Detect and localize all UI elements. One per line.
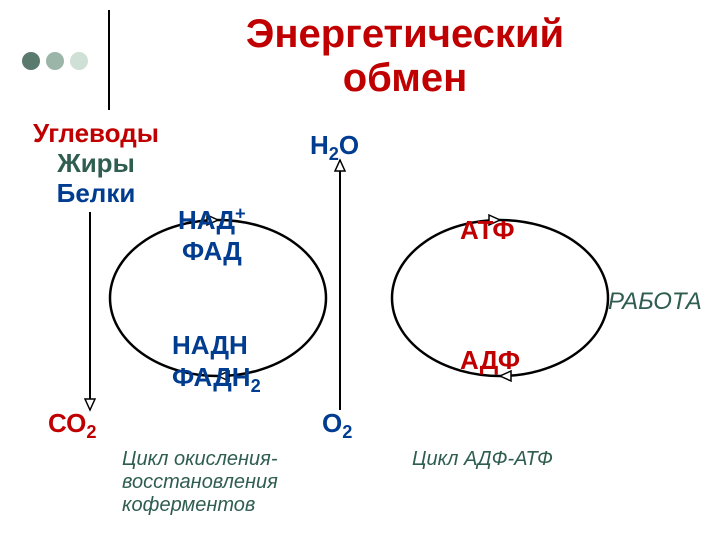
label-nad: НАД+ xyxy=(178,205,246,236)
label-co2: СО2 xyxy=(48,408,96,439)
caption-atp-cycle: Цикл АДФ-АТФ xyxy=(412,448,553,471)
diagram-svg xyxy=(0,0,720,540)
diagram-stage: { "canvas": { "width": 720, "height": 54… xyxy=(0,0,720,540)
label-rabota: РАБОТА xyxy=(608,288,702,316)
label-o2: О2 xyxy=(322,408,352,439)
caption-coenzyme-cycle: Цикл окисления-восстановлениякоферментов xyxy=(122,448,278,517)
label-h2o: Н2О xyxy=(310,130,359,161)
label-fadh2: ФАДН2 xyxy=(172,362,261,393)
label-fad: ФАД xyxy=(182,236,242,267)
label-adf: АДФ xyxy=(460,345,520,376)
label-atf: АТФ xyxy=(460,215,515,246)
label-nadh: НАДН xyxy=(172,330,248,361)
